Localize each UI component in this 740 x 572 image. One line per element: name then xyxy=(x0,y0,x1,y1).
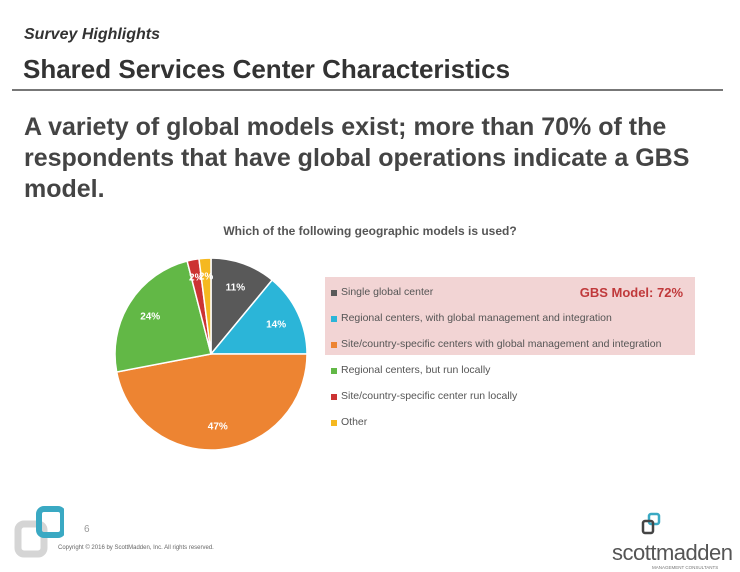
legend-swatch xyxy=(331,394,337,400)
pie-data-label: 14% xyxy=(266,319,286,330)
headline: A variety of global models exist; more t… xyxy=(24,113,690,203)
legend-item: Site/country-specific center run locally xyxy=(331,390,661,416)
legend-label: Single global center xyxy=(341,286,434,298)
legend-item: Single global center xyxy=(331,286,661,312)
legend-label: Other xyxy=(341,416,368,428)
legend-swatch xyxy=(331,420,337,426)
scottmadden-logo-icon xyxy=(641,512,661,535)
pie-slice xyxy=(115,353,308,451)
legend-label: Site/country-specific centers with globa… xyxy=(341,338,662,350)
legend-item: Regional centers, with global management… xyxy=(331,312,661,338)
gbs-highlight-box: GBS Model: 72% xyxy=(325,277,695,355)
pie-slice xyxy=(114,260,212,373)
page-number: 6 xyxy=(84,524,90,535)
page-title: Shared Services Center Characteristics xyxy=(23,54,511,84)
legend-swatch xyxy=(331,290,337,296)
company-logo-subtitle: MANAGEMENT CONSULTANTS xyxy=(652,565,719,570)
legend-swatch xyxy=(331,368,337,374)
pie-data-label: 24% xyxy=(140,311,160,322)
legend-item: Regional centers, but run locally xyxy=(331,364,661,390)
pie-slice xyxy=(210,257,274,357)
pie-data-label: 11% xyxy=(226,282,246,293)
copyright: Copyright © 2016 by ScottMadden, Inc. Al… xyxy=(58,545,214,551)
pie-data-label: 47% xyxy=(208,422,228,433)
section-subtitle: Survey Highlights xyxy=(24,26,161,43)
legend-label: Regional centers, with global management… xyxy=(341,312,612,324)
legend-swatch xyxy=(331,342,337,348)
pie-data-label: 2% xyxy=(189,273,204,284)
title-divider xyxy=(12,89,723,91)
legend-item: Site/country-specific centers with globa… xyxy=(331,338,661,364)
chart-legend: Single global center Regional centers, wi… xyxy=(331,286,661,442)
chart-title: Which of the following geographic models… xyxy=(223,224,517,238)
gbs-label: GBS Model: 72% xyxy=(579,285,683,300)
company-logo: scottmadden xyxy=(612,540,733,565)
legend-label: Site/country-specific center run locally xyxy=(341,390,518,402)
slide-corner-logo-icon xyxy=(14,506,64,558)
legend-label: Regional centers, but run locally xyxy=(341,364,491,376)
pie-slice xyxy=(209,278,308,355)
pie-slice xyxy=(198,257,212,355)
legend-swatch xyxy=(331,316,337,322)
legend-item: Other xyxy=(331,416,661,442)
pie-data-label: 2% xyxy=(199,271,214,282)
